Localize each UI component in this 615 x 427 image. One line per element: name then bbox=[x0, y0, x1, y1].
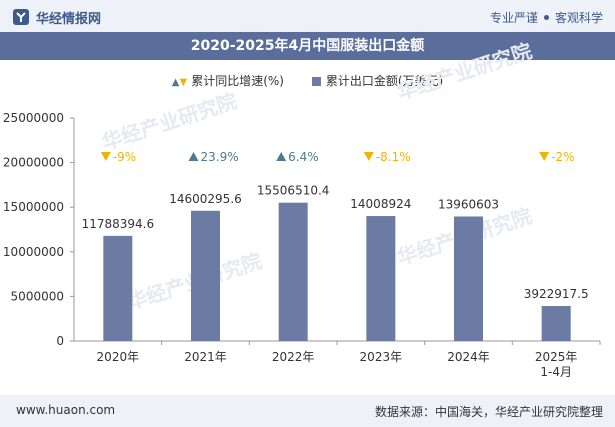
watermark-text: 华经产业研究院 bbox=[394, 39, 535, 105]
bar-data-label: 3922917.5 bbox=[524, 287, 589, 301]
footer-bar: www.huaon.com 数据来源：中国海关，华经产业研究院整理 bbox=[0, 395, 615, 427]
bar-data-label: 14008924 bbox=[350, 197, 411, 211]
footer-source: 数据来源：中国海关，华经产业研究院整理 bbox=[374, 405, 603, 419]
x-tick-label: 2024年 bbox=[447, 350, 490, 364]
x-tick-label: 2023年 bbox=[360, 350, 403, 364]
x-tick-label: 2020年 bbox=[97, 350, 140, 364]
top-bar: 华经情报网 专业严谨 客观科学 bbox=[0, 0, 615, 32]
growth-label: -9% bbox=[113, 150, 136, 164]
logo-text: 华经情报网 bbox=[36, 12, 102, 27]
legend-label-growth: 累计同比增速(%) bbox=[191, 74, 284, 88]
chart-legend: ▲▼ 累计同比增速(%) 累计出口金额(万美元) bbox=[0, 72, 615, 89]
growth-down-marker bbox=[363, 152, 374, 161]
y-tick-label: 15000000 bbox=[3, 200, 64, 214]
growth-label: -2% bbox=[551, 150, 574, 164]
x-tick-label: 2025年 1-4月 bbox=[535, 350, 578, 379]
logo-icon bbox=[13, 9, 29, 25]
y-tick-label: 5000000 bbox=[11, 289, 64, 303]
legend-item-growth: ▲▼ 累计同比增速(%) bbox=[172, 72, 284, 89]
bar bbox=[454, 216, 483, 341]
footer-url: www.huaon.com bbox=[16, 403, 116, 417]
chart-title: 2020-2025年4月中国服装出口金额 bbox=[0, 32, 615, 60]
bar-data-label: 11788394.6 bbox=[82, 217, 155, 231]
x-tick-label: 2022年 bbox=[272, 350, 315, 364]
growth-label: -8.1% bbox=[376, 150, 411, 164]
bar bbox=[103, 235, 133, 341]
bar-chart: 华经产业研究院华经产业研究院华经产业研究院华经产业研究院250000002000… bbox=[3, 39, 601, 379]
triangle-up-icon: ▲ bbox=[171, 77, 180, 88]
growth-down-marker bbox=[539, 152, 550, 161]
legend-label-amount: 累计出口金额(万美元) bbox=[325, 74, 444, 88]
growth-down-marker bbox=[100, 152, 111, 161]
watermark-text: 华经产业研究院 bbox=[99, 89, 240, 155]
bar-data-label: 15506510.4 bbox=[257, 184, 330, 198]
growth-up-marker bbox=[276, 152, 287, 161]
bar bbox=[191, 210, 220, 341]
bar-data-label: 14600295.6 bbox=[169, 192, 242, 206]
legend-swatch-icon bbox=[311, 77, 321, 86]
growth-up-marker bbox=[188, 152, 199, 161]
bar bbox=[366, 216, 396, 341]
bar bbox=[278, 202, 308, 341]
bar bbox=[541, 306, 571, 341]
growth-label: 23.9% bbox=[201, 150, 239, 164]
y-tick-label: 0 bbox=[56, 334, 64, 348]
y-tick-label: 10000000 bbox=[3, 245, 64, 259]
tagline-right: 客观科学 bbox=[554, 11, 603, 25]
bar-data-label: 13960603 bbox=[438, 197, 499, 211]
growth-label: 6.4% bbox=[288, 150, 319, 164]
separator-dot-icon bbox=[543, 15, 549, 20]
triangle-down-icon: ▼ bbox=[179, 77, 188, 88]
y-tick-label: 25000000 bbox=[3, 111, 64, 125]
x-tick-label: 2021年 bbox=[184, 350, 227, 364]
y-tick-label: 20000000 bbox=[3, 156, 64, 170]
tagline: 专业严谨 客观科学 bbox=[490, 9, 603, 26]
tagline-left: 专业严谨 bbox=[489, 11, 538, 25]
legend-item-amount: 累计出口金额(万美元) bbox=[311, 72, 444, 89]
